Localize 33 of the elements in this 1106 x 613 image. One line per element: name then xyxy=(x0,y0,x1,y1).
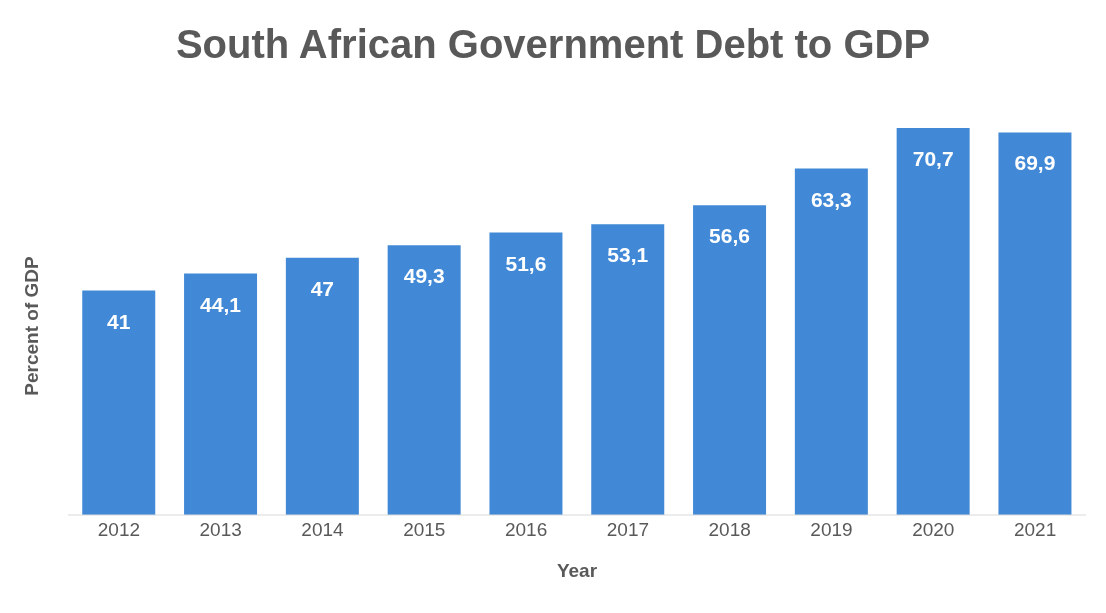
data-label: 41 xyxy=(107,309,131,333)
bar xyxy=(387,245,461,515)
bar xyxy=(896,128,970,515)
x-tick-label: 2019 xyxy=(810,519,853,541)
data-label: 51,6 xyxy=(505,251,547,275)
x-tick-label: 2016 xyxy=(504,519,548,541)
x-tick-label: 2018 xyxy=(708,519,751,541)
x-tick-label: 2013 xyxy=(199,519,242,541)
x-tick-label: 2012 xyxy=(97,519,141,541)
x-tick-label: 2014 xyxy=(301,519,345,541)
data-label: 63,3 xyxy=(810,187,852,211)
data-label: 44,1 xyxy=(200,292,242,316)
data-label: 56,6 xyxy=(709,224,750,248)
bar xyxy=(82,290,156,515)
bar xyxy=(184,273,258,515)
data-label: 69,9 xyxy=(1014,151,1056,175)
chart-title: South African Government Debt to GDP xyxy=(174,22,932,67)
data-label: 53,1 xyxy=(607,243,649,267)
bar xyxy=(998,132,1072,515)
y-axis-title: Percent of GDP xyxy=(21,256,42,396)
data-label: 47 xyxy=(310,276,335,300)
data-label: 70,7 xyxy=(912,147,954,170)
bar xyxy=(285,257,359,515)
bar xyxy=(591,224,665,515)
x-tick-label: 2017 xyxy=(606,519,650,541)
bar xyxy=(693,205,767,515)
bar xyxy=(794,168,868,515)
x-tick-label: 2015 xyxy=(403,519,446,541)
bar xyxy=(489,232,563,515)
x-axis-title: Year xyxy=(556,560,598,581)
data-label: 49,3 xyxy=(403,264,445,288)
x-tick-label: 2021 xyxy=(1013,519,1057,541)
x-tick-label: 2020 xyxy=(912,519,955,541)
